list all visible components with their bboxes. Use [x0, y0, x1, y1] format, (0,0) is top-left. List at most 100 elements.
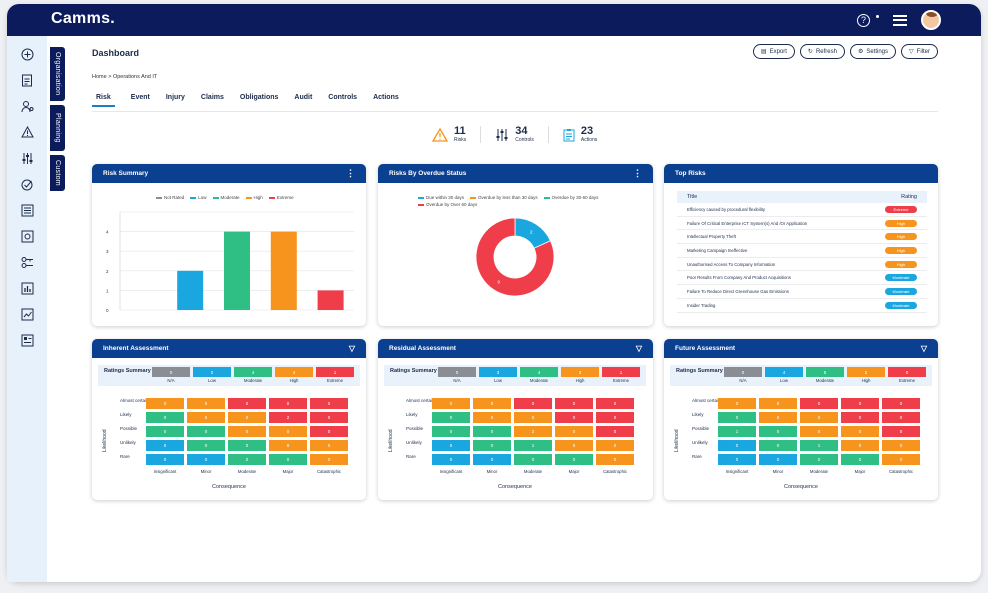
matrix-cell[interactable]: 0	[514, 412, 552, 423]
dashboard-icon[interactable]	[19, 332, 35, 348]
rating-count[interactable]: 3 High	[561, 367, 599, 383]
matrix-cell[interactable]: 0	[432, 412, 470, 423]
stat-controls[interactable]: 34 Controls	[481, 126, 549, 143]
filter-button[interactable]: ▽ Filter	[901, 44, 938, 59]
matrix-cell[interactable]: 0	[269, 440, 307, 451]
rating-count[interactable]: 0 N/A	[152, 367, 190, 383]
rail-tab-custom[interactable]: Custom	[50, 155, 65, 191]
filter-icon[interactable]: ▽	[348, 344, 355, 353]
more-options-icon[interactable]: ⋮	[633, 168, 642, 178]
matrix-cell[interactable]: 0	[596, 426, 634, 437]
tab-actions[interactable]: Actions	[373, 94, 399, 101]
controls-icon[interactable]	[19, 150, 35, 166]
matrix-cell[interactable]: 0	[596, 454, 634, 465]
matrix-cell[interactable]: 0	[841, 440, 879, 451]
tab-claims[interactable]: Claims	[200, 94, 224, 101]
rating-count[interactable]: 2 High	[847, 367, 885, 383]
matrix-cell[interactable]: 0	[187, 412, 225, 423]
more-options-icon[interactable]: ⋮	[346, 168, 355, 178]
export-button[interactable]: ▤ Export	[752, 44, 795, 59]
rating-count[interactable]: 0 N/A	[438, 367, 476, 383]
matrix-cell[interactable]: 0	[759, 426, 797, 437]
matrix-cell[interactable]: 0	[596, 398, 634, 409]
table-row[interactable]: Marketing Campaign Ineffective High	[677, 244, 927, 258]
matrix-cell[interactable]: 0	[718, 398, 756, 409]
matrix-cell[interactable]: 0	[882, 426, 920, 437]
matrix-cell[interactable]: 0	[882, 398, 920, 409]
add-icon[interactable]	[19, 46, 35, 62]
tab-event[interactable]: Event	[130, 94, 150, 101]
matrix-cell[interactable]: 0	[473, 426, 511, 437]
matrix-cell[interactable]: 0	[759, 398, 797, 409]
rating-count[interactable]: 1 Extreme	[602, 367, 640, 383]
matrix-cell[interactable]: 0	[146, 440, 184, 451]
matrix-cell[interactable]: 0	[473, 454, 511, 465]
bar-high[interactable]	[270, 231, 297, 310]
filter-icon[interactable]: ▽	[635, 344, 642, 353]
rating-count[interactable]: 0 N/A	[724, 367, 762, 383]
matrix-cell[interactable]: 0	[514, 454, 552, 465]
rating-count[interactable]: 2 Low	[193, 367, 231, 383]
keys-icon[interactable]	[19, 254, 35, 270]
rating-count[interactable]: 4 Moderate	[234, 367, 272, 383]
donut-slice[interactable]	[475, 217, 555, 297]
matrix-cell[interactable]: 0	[800, 412, 838, 423]
matrix-cell[interactable]: 0	[596, 412, 634, 423]
matrix-cell[interactable]: 0	[800, 426, 838, 437]
document-icon[interactable]	[19, 72, 35, 88]
table-row[interactable]: Efficiency caused by procedural flexibil…	[677, 203, 927, 217]
matrix-cell[interactable]: 0	[269, 426, 307, 437]
matrix-cell[interactable]: 0	[555, 440, 593, 451]
matrix-cell[interactable]: 0	[146, 412, 184, 423]
filter-icon[interactable]: ▽	[920, 344, 927, 353]
matrix-cell[interactable]: 0	[718, 440, 756, 451]
table-row[interactable]: Poor Results From Company And Product Ac…	[677, 271, 927, 286]
matrix-cell[interactable]: 0	[718, 412, 756, 423]
bar-moderate[interactable]	[224, 231, 250, 310]
user-avatar[interactable]	[921, 10, 941, 30]
bar-chart-icon[interactable]	[19, 280, 35, 296]
hamburger-menu-icon[interactable]	[893, 14, 907, 26]
report-icon[interactable]	[19, 228, 35, 244]
matrix-cell[interactable]: 0	[800, 398, 838, 409]
matrix-cell[interactable]: 0	[310, 440, 348, 451]
breadcrumb[interactable]: Home > Operations And IT	[92, 74, 158, 80]
matrix-cell[interactable]: 0	[718, 454, 756, 465]
matrix-cell[interactable]: 0	[187, 454, 225, 465]
help-icon[interactable]: ?	[857, 13, 870, 27]
matrix-cell[interactable]: 0	[146, 426, 184, 437]
matrix-cell[interactable]: 0	[269, 454, 307, 465]
rail-tab-planning[interactable]: Planning	[50, 105, 65, 151]
table-row[interactable]: Unauthorised Access To Company Informati…	[677, 258, 927, 272]
table-row[interactable]: Failure To Reduce Direct Greenhouse Gas …	[677, 285, 927, 299]
matrix-cell[interactable]: 0	[269, 398, 307, 409]
matrix-cell[interactable]: 0	[187, 440, 225, 451]
matrix-cell[interactable]: 0	[228, 398, 266, 409]
matrix-cell[interactable]: 0	[432, 440, 470, 451]
matrix-cell[interactable]: 1	[718, 426, 756, 437]
user-settings-icon[interactable]	[19, 98, 35, 114]
matrix-cell[interactable]: 0	[146, 454, 184, 465]
bar-low[interactable]	[177, 270, 204, 310]
tab-injury[interactable]: Injury	[165, 94, 185, 101]
matrix-cell[interactable]: 0	[514, 398, 552, 409]
matrix-cell[interactable]: 2	[514, 426, 552, 437]
table-row[interactable]: Intellectual Property Theft High	[677, 230, 927, 245]
matrix-cell[interactable]: 0	[228, 440, 266, 451]
matrix-cell[interactable]: 0	[882, 440, 920, 451]
stat-actions[interactable]: 23 Actions	[549, 126, 611, 143]
rating-count[interactable]: 5 Moderate	[806, 367, 844, 383]
matrix-cell[interactable]: 0	[187, 398, 225, 409]
matrix-cell[interactable]: 0	[555, 426, 593, 437]
tab-obligations[interactable]: Obligations	[239, 94, 279, 101]
brand-logo[interactable]: Camms.	[51, 10, 116, 27]
matrix-cell[interactable]: 0	[841, 398, 879, 409]
matrix-cell[interactable]: 0	[310, 398, 348, 409]
matrix-cell[interactable]: 0	[800, 454, 838, 465]
matrix-cell[interactable]: 0	[841, 454, 879, 465]
matrix-cell[interactable]: 0	[228, 454, 266, 465]
matrix-cell[interactable]: 0	[187, 426, 225, 437]
matrix-cell[interactable]: 0	[432, 398, 470, 409]
rating-count[interactable]: 4 High	[275, 367, 313, 383]
matrix-cell[interactable]: 0	[310, 426, 348, 437]
